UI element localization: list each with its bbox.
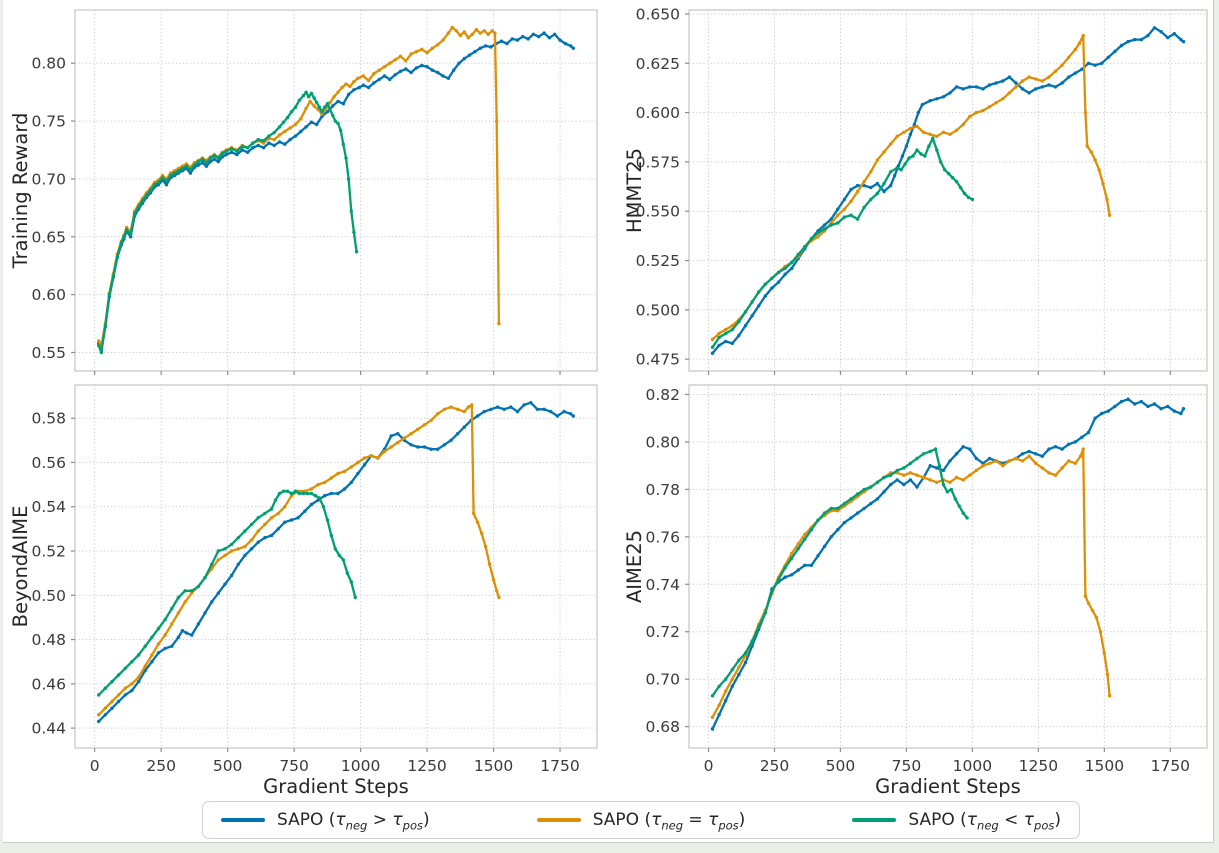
series-markers-beyondaime-orange <box>97 403 501 717</box>
x-tick-label: 500 <box>213 757 243 775</box>
x-tick-label: 1750 <box>1151 757 1190 775</box>
x-tick-label: 250 <box>760 757 790 775</box>
y-tick-label: 0.80 <box>31 55 66 73</box>
x-tick-label: 750 <box>279 757 309 775</box>
x-tick-label: 1000 <box>341 757 380 775</box>
x-tick-label: 0 <box>90 757 100 775</box>
y-tick-label: 0.600 <box>636 104 680 122</box>
y-tick-label: 0.650 <box>636 5 680 23</box>
legend-swatch-green <box>852 818 897 822</box>
y-axis-label-aime25: AIME25 <box>623 530 646 603</box>
panel-training-reward: 0.55 0.60 0.65 0.70 0.75 0.80 Training Reward <box>9 9 598 375</box>
x-tick-label: 1500 <box>474 757 513 775</box>
y-tick-label: 0.48 <box>31 631 66 649</box>
axes-spines <box>688 9 1208 372</box>
x-tick-label: 250 <box>146 757 176 775</box>
x-tick-label: 750 <box>892 757 922 775</box>
x-tick-label: 1000 <box>953 757 992 775</box>
axes-spines <box>74 9 598 372</box>
panel-aime25: 0.68 0.70 0.72 0.74 0.76 0.78 0.80 0.82 0 250 500 7… <box>623 384 1208 798</box>
axes-spines <box>688 384 1208 749</box>
y-tick-label: 0.44 <box>31 720 66 738</box>
legend-swatch-blue <box>221 818 265 822</box>
plot-area-hmmt25 <box>689 10 1207 371</box>
x-tick-label: 0 <box>704 757 714 775</box>
legend-label-blue: SAPO (τneg > τpos) <box>277 810 430 833</box>
series-markers-training-reward-green <box>97 90 359 355</box>
y-tick-label: 0.68 <box>645 718 680 736</box>
y-tick-label: 0.56 <box>31 454 66 472</box>
panel-beyondaime: 0.44 0.46 0.48 0.50 0.52 0.54 0.56 0.58 0 250 500 7… <box>9 384 598 798</box>
x-tick-label: 500 <box>826 757 856 775</box>
legend: SAPO (τneg > τpos) SAPO (τneg = τpos) SAPO… <box>202 801 1080 839</box>
plot-area-training-reward <box>75 10 597 371</box>
series-markers-hmmt25-green <box>710 136 975 349</box>
y-tick-label: 0.46 <box>31 675 66 693</box>
y-tick-label: 0.70 <box>645 671 680 689</box>
y-tick-label: 0.76 <box>645 528 680 546</box>
x-axis-label-aime25: Gradient Steps <box>875 775 1021 798</box>
series-markers-aime25-blue <box>710 397 1186 731</box>
series-line-training-reward-blue <box>97 31 575 352</box>
y-tick-label: 0.58 <box>31 410 66 428</box>
x-tick-label: 1250 <box>1019 757 1058 775</box>
y-tick-label: 0.50 <box>31 587 66 605</box>
y-tick-label: 0.475 <box>636 351 680 369</box>
plot-area-beyondaime <box>75 385 597 748</box>
y-tick-label: 0.55 <box>31 344 66 362</box>
y-tick-label: 0.78 <box>645 481 680 499</box>
y-tick-label: 0.625 <box>636 55 680 73</box>
y-tick-label: 0.70 <box>31 170 66 188</box>
legend-item-green: SAPO (τneg < τpos) <box>852 810 1061 833</box>
x-axis-label-beyondaime: Gradient Steps <box>263 775 409 798</box>
x-tick-label: 1500 <box>1085 757 1124 775</box>
legend-item-blue: SAPO (τneg > τpos) <box>221 810 430 833</box>
y-tick-label: 0.52 <box>31 543 66 561</box>
x-tick-label: 1750 <box>540 757 579 775</box>
series-markers-beyondaime-green <box>97 489 357 697</box>
y-tick-label: 0.575 <box>636 153 680 171</box>
legend-label-orange: SAPO (τneg = τpos) <box>592 810 746 833</box>
plot-area-aime25 <box>689 385 1207 748</box>
y-tick-label: 0.75 <box>31 113 66 131</box>
y-tick-label: 0.500 <box>636 301 680 319</box>
y-tick-label: 0.74 <box>645 576 680 594</box>
y-tick-label: 0.60 <box>31 286 66 304</box>
y-tick-label: 0.525 <box>636 252 680 270</box>
series-line-beyondaime-green <box>97 490 357 697</box>
x-tick-label: 1250 <box>407 757 446 775</box>
axes-spines <box>74 384 598 749</box>
y-tick-label: 0.82 <box>645 386 680 404</box>
y-tick-label: 0.550 <box>636 203 680 221</box>
y-axis-label-beyondaime: BeyondAIME <box>9 506 32 628</box>
series-line-hmmt25-blue <box>711 26 1185 355</box>
y-tick-label: 0.72 <box>645 623 680 641</box>
y-axis-label-training-reward: Training Reward <box>9 113 32 270</box>
panel-hmmt25: 0.475 0.500 0.525 0.550 0.575 0.600 0.625 0.650… <box>623 5 1208 375</box>
y-tick-label: 0.80 <box>645 433 680 451</box>
y-tick-label: 0.65 <box>31 228 66 246</box>
legend-swatch-orange <box>536 818 581 822</box>
legend-label-green: SAPO (τneg < τpos) <box>908 810 1061 833</box>
series-markers-beyondaime-blue <box>97 401 575 724</box>
series-line-training-reward-green <box>97 91 358 354</box>
y-axis-label-hmmt25: HMMT25 <box>623 148 646 233</box>
y-tick-label: 0.54 <box>31 498 66 516</box>
series-markers-aime25-green <box>710 447 969 698</box>
legend-item-orange: SAPO (τneg = τpos) <box>536 810 746 833</box>
